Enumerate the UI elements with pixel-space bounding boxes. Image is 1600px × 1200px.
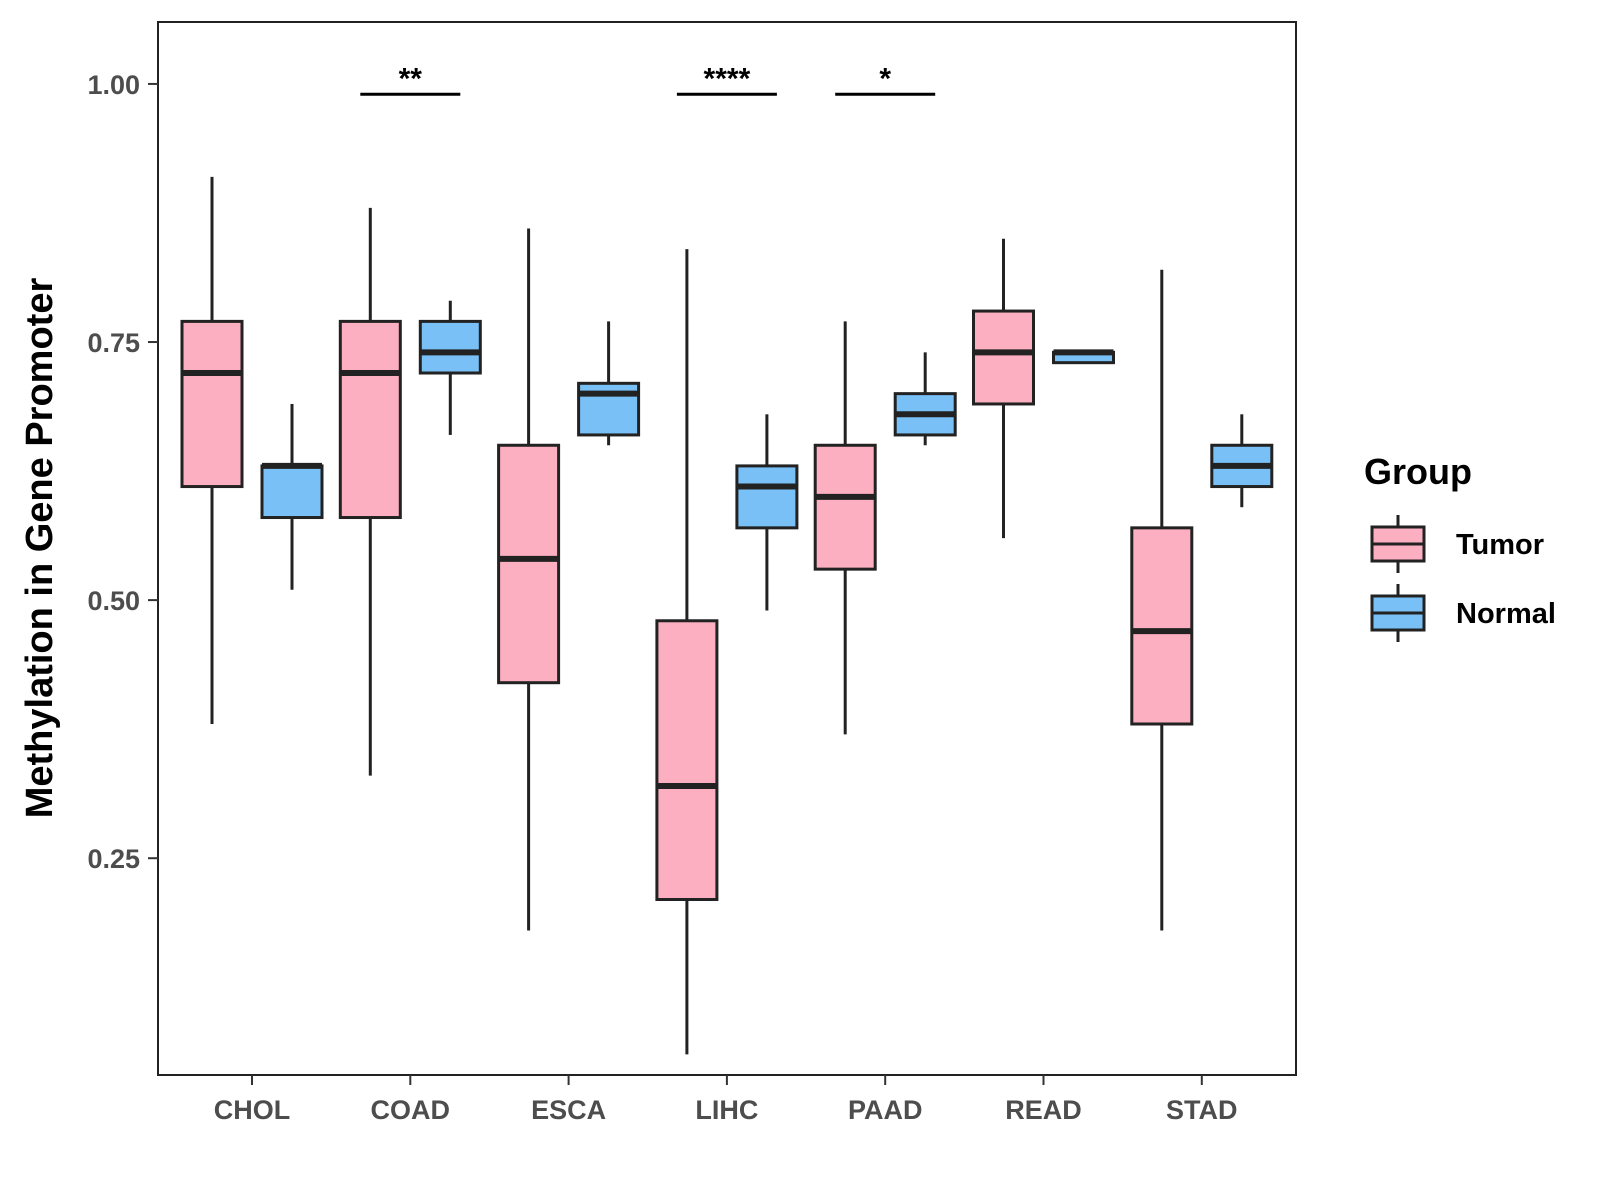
significance-label: * xyxy=(879,62,891,95)
box-tumor-esca xyxy=(497,228,561,931)
box-iqr xyxy=(1130,526,1194,726)
box-iqr xyxy=(260,464,324,520)
box-iqr xyxy=(655,619,719,901)
y-tick-label: 0.50 xyxy=(87,586,140,616)
box-tumor-chol xyxy=(180,176,244,724)
y-axis-title: Methylation in Gene Promoter xyxy=(19,278,61,819)
legend-label-tumor: Tumor xyxy=(1456,529,1544,561)
significance-coad: ** xyxy=(360,62,461,96)
box-normal-paad xyxy=(893,352,957,446)
significance-label: ** xyxy=(399,62,423,95)
box-normal-coad xyxy=(418,300,482,435)
x-tick-label: LIHC xyxy=(695,1095,758,1125)
box-tumor-coad xyxy=(338,207,402,776)
y-tick-label: 0.25 xyxy=(87,844,140,874)
y-axis: 0.25 0.50 0.75 1.00 xyxy=(87,70,158,874)
box-tumor-lihc xyxy=(655,249,719,1055)
legend: Group Tumor Normal xyxy=(1364,451,1556,642)
plot-panel xyxy=(157,21,1297,1076)
legend-title: Group xyxy=(1364,451,1472,492)
x-axis: CHOL COAD ESCA LIHC PAAD READ STAD xyxy=(214,1075,1238,1125)
x-tick-label: COAD xyxy=(371,1095,451,1125)
y-tick-label: 0.75 xyxy=(87,328,140,358)
box-iqr xyxy=(813,443,877,571)
box-iqr xyxy=(180,319,244,489)
box-iqr xyxy=(972,309,1035,406)
box-iqr xyxy=(497,443,561,685)
box-tumor-read xyxy=(972,238,1035,539)
legend-label-normal: Normal xyxy=(1456,598,1556,630)
significance-label: **** xyxy=(704,62,751,95)
box-tumor-paad xyxy=(813,321,877,735)
legend-item-normal: Normal xyxy=(1370,584,1556,642)
boxes-layer xyxy=(180,176,1274,1055)
x-tick-label: STAD xyxy=(1166,1095,1238,1125)
box-normal-chol xyxy=(260,403,324,590)
x-tick-label: PAAD xyxy=(848,1095,923,1125)
legend-keys: Tumor Normal xyxy=(1370,515,1556,642)
box-normal-read xyxy=(1052,349,1115,365)
box-iqr xyxy=(418,319,482,375)
significance-layer: ** **** * xyxy=(360,62,936,96)
significance-paad: * xyxy=(835,62,936,96)
box-iqr xyxy=(735,464,799,530)
x-tick-label: CHOL xyxy=(214,1095,291,1125)
y-tick-label: 1.00 xyxy=(87,70,140,100)
significance-lihc: **** xyxy=(676,62,777,96)
box-iqr xyxy=(338,319,402,520)
box-normal-esca xyxy=(577,321,641,446)
x-tick-label: ESCA xyxy=(531,1095,606,1125)
box-normal-lihc xyxy=(735,414,799,611)
box-tumor-stad xyxy=(1130,269,1194,931)
x-tick-label: READ xyxy=(1005,1095,1082,1125)
legend-item-tumor: Tumor xyxy=(1370,515,1544,573)
box-normal-stad xyxy=(1210,414,1274,508)
